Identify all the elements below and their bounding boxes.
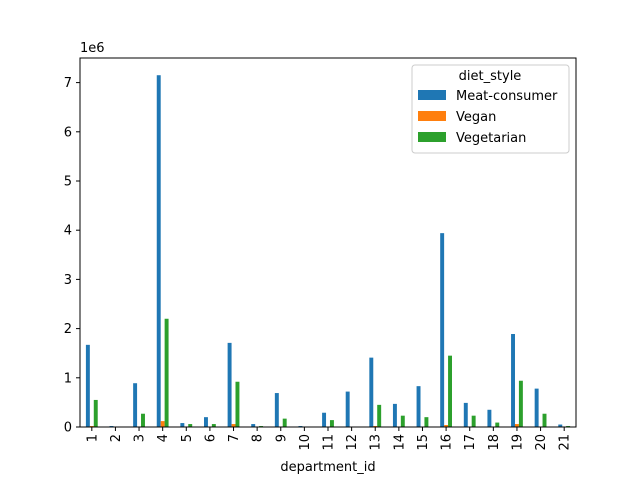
bar-vegan-dept-4 — [161, 421, 165, 427]
bar-meat-consumer-dept-19 — [511, 334, 515, 427]
bar-vegetarian-dept-17 — [472, 416, 476, 427]
bar-meat-consumer-dept-9 — [275, 393, 279, 427]
bar-vegetarian-dept-19 — [519, 381, 523, 427]
x-tick-label: 14 — [392, 434, 407, 451]
y-tick-label: 6 — [64, 125, 72, 140]
x-tick-label: 2 — [109, 434, 124, 442]
legend-swatch-vegan — [418, 111, 446, 121]
bar-vegetarian-dept-13 — [377, 405, 381, 427]
x-tick-label: 15 — [416, 434, 431, 451]
x-tick-label: 13 — [369, 434, 384, 451]
x-tick-label: 6 — [203, 434, 218, 442]
bar-meat-consumer-dept-16 — [440, 233, 444, 427]
bar-vegetarian-dept-3 — [141, 414, 145, 427]
bar-meat-consumer-dept-12 — [346, 392, 350, 427]
x-axis-label: department_id — [280, 460, 375, 475]
bar-vegetarian-dept-11 — [330, 420, 334, 427]
legend-label-vegan: Vegan — [456, 110, 496, 125]
x-tick-label: 16 — [440, 434, 455, 451]
bar-meat-consumer-dept-15 — [417, 386, 421, 427]
y-scale-label: 1e6 — [80, 41, 105, 56]
y-tick-label: 4 — [64, 224, 72, 239]
bar-vegetarian-dept-20 — [543, 414, 547, 427]
y-tick-label: 7 — [64, 76, 72, 91]
x-tick-label: 12 — [345, 434, 360, 451]
legend: diet_style Meat-consumer Vegan Vegetarian — [412, 65, 569, 153]
bar-vegetarian-dept-1 — [94, 400, 98, 427]
x-tick-label: 3 — [133, 434, 148, 442]
bar-meat-consumer-dept-3 — [133, 383, 137, 427]
x-tick-label: 10 — [298, 434, 313, 451]
bar-meat-consumer-dept-11 — [322, 413, 326, 427]
bar-vegetarian-dept-18 — [495, 423, 499, 427]
y-tick-label: 3 — [64, 273, 72, 288]
y-tick-label: 1 — [64, 371, 72, 386]
y-tick-label: 2 — [64, 322, 72, 337]
x-tick-label: 18 — [487, 434, 502, 451]
x-tick-label: 17 — [463, 434, 478, 451]
bar-meat-consumer-dept-7 — [228, 343, 232, 427]
legend-label-vegetarian: Vegetarian — [456, 131, 526, 146]
bar-vegetarian-dept-14 — [401, 416, 405, 427]
bar-meat-consumer-dept-13 — [369, 358, 373, 427]
x-tick-label: 1 — [85, 434, 100, 442]
bar-meat-consumer-dept-5 — [180, 423, 184, 427]
x-tick-label: 4 — [156, 434, 171, 442]
bar-vegetarian-dept-4 — [165, 319, 169, 427]
legend-label-meat-consumer: Meat-consumer — [456, 89, 558, 104]
x-tick-label: 5 — [180, 434, 195, 442]
bar-vegetarian-dept-7 — [235, 382, 239, 427]
x-tick-label: 7 — [227, 434, 242, 442]
bar-meat-consumer-dept-1 — [86, 345, 90, 427]
x-tick-label: 19 — [510, 434, 525, 451]
bar-meat-consumer-dept-4 — [157, 75, 161, 427]
bar-vegetarian-dept-9 — [283, 419, 287, 427]
legend-title: diet_style — [459, 69, 522, 84]
bar-meat-consumer-dept-6 — [204, 417, 208, 427]
legend-swatch-vegetarian — [418, 132, 446, 142]
legend-swatch-meat-consumer — [418, 90, 446, 100]
x-tick-label: 8 — [251, 434, 266, 442]
bar-meat-consumer-dept-20 — [535, 389, 539, 427]
y-tick-label: 0 — [64, 421, 72, 436]
bar-meat-consumer-dept-14 — [393, 404, 397, 427]
x-tick-label: 9 — [274, 434, 289, 442]
bar-vegetarian-dept-16 — [448, 356, 452, 427]
x-tick-label: 11 — [322, 434, 337, 451]
x-tick-label: 20 — [534, 434, 549, 451]
y-tick-label: 5 — [64, 175, 72, 190]
x-tick-label: 21 — [558, 434, 573, 451]
bar-vegetarian-dept-15 — [424, 417, 428, 427]
bar-meat-consumer-dept-17 — [464, 403, 468, 427]
bar-meat-consumer-dept-18 — [487, 410, 491, 427]
